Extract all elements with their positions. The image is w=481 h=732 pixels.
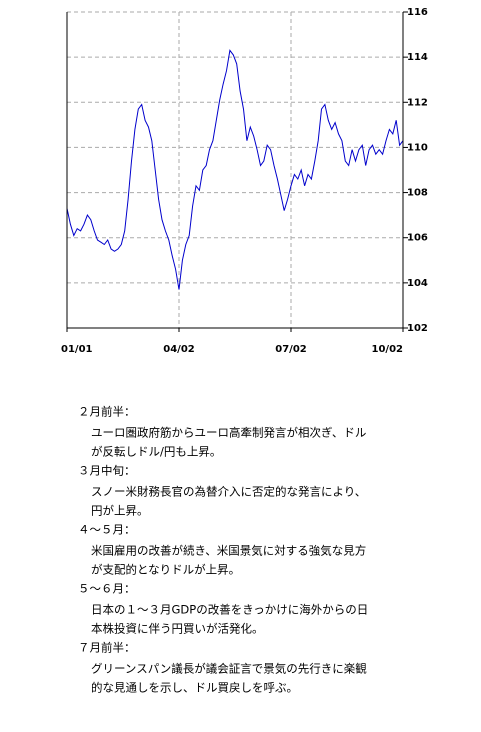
note-line: が反転しドル/円も上昇。	[91, 445, 221, 459]
note-heading: ３月中旬：	[78, 464, 136, 478]
note-line: 円が上昇。	[91, 504, 149, 518]
y-tick-label: 108	[407, 188, 428, 199]
grid: 102 104 106 108 110 112 114 116 01/01 04/02 07/02 1…	[61, 7, 428, 355]
x-tick-label: 04/02	[163, 344, 195, 355]
notes: ２月前半： ユーロ圏政府筋からユーロ高牽制発言が相次ぎ、ドルが反転しドル/円も上昇…	[78, 405, 368, 695]
note-line: 本株投資に伴う円買いが活発化。	[91, 622, 264, 636]
y-tick-label: 106	[407, 233, 428, 244]
note-line: 日本の１～３月GDPの改善をきっかけに海外からの日	[91, 603, 368, 617]
note-line: スノー米財務長官の為替介入に否定的な発言により、	[91, 485, 366, 499]
note-line: 的な見通しを示し、ドル買戻しを呼ぶ。	[91, 681, 298, 695]
y-tick-label: 112	[407, 97, 428, 108]
y-tick-label: 116	[407, 7, 428, 18]
note-heading: ４～５月：	[78, 523, 136, 537]
note-line: グリーンスパン議長が議会証言で景気の先行きに楽観	[91, 662, 367, 676]
y-tick-label: 110	[407, 142, 428, 153]
plot	[66, 49, 404, 290]
note-line: ユーロ圏政府筋からユーロ高牽制発言が相次ぎ、ドル	[91, 426, 366, 440]
note-heading: ２月前半：	[78, 405, 136, 419]
note-line: が支配的となりドルが上昇。	[91, 563, 240, 577]
y-tick-label: 102	[407, 323, 428, 334]
x-tick-label: 07/02	[275, 344, 307, 355]
note-heading: ５～６月：	[78, 582, 136, 596]
y-tick-label: 114	[407, 52, 428, 63]
note-line: 米国雇用の改善が続き、米国景気に対する強気な見方	[91, 544, 366, 558]
note-heading: ７月前半：	[78, 641, 136, 655]
x-tick-label: 10/02	[372, 344, 404, 355]
y-tick-label: 104	[407, 278, 428, 289]
price-line	[66, 49, 404, 290]
x-tick-label: 01/01	[61, 344, 93, 355]
